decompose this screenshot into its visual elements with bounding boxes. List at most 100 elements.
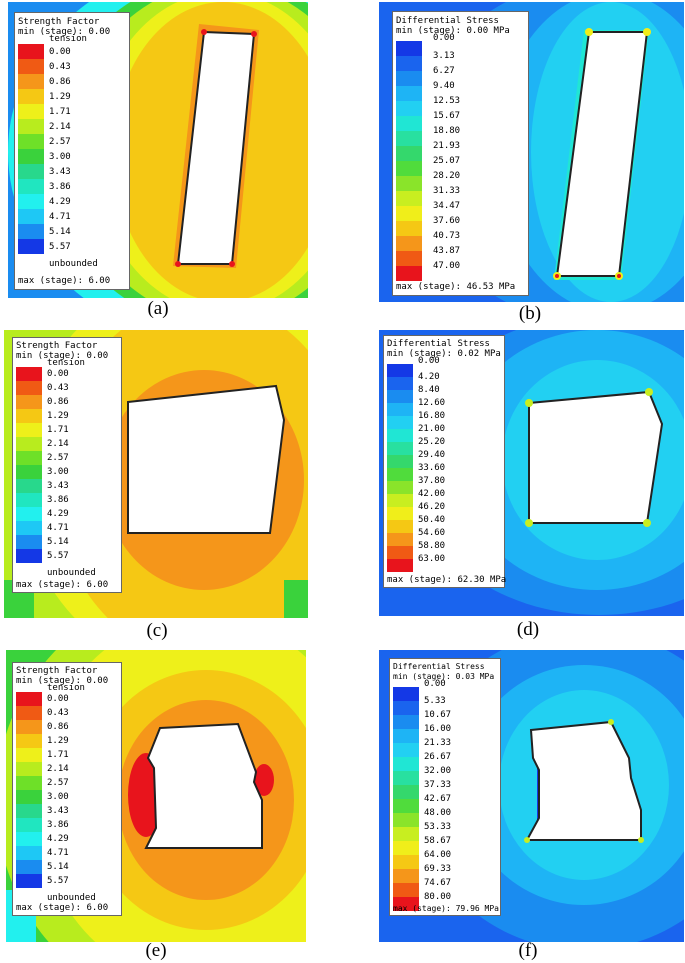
legend-max: max (stage): 62.30 MPa: [387, 575, 507, 585]
legend-swatch: [393, 855, 419, 869]
legend-swatch: [396, 146, 422, 161]
legend-label: 2.57: [47, 778, 69, 788]
legend-swatch: [16, 549, 42, 563]
legend-swatch: [393, 701, 419, 715]
legend-title: Strength Factor: [16, 666, 98, 676]
legend-swatch: [387, 494, 413, 507]
legend-label: 2.57: [47, 453, 69, 463]
legend-swatch: [393, 715, 419, 729]
caption-e: (e): [145, 940, 167, 961]
legend-label: 18.80: [433, 126, 461, 136]
legend-label: 43.87: [433, 246, 461, 256]
legend-label: 5.14: [47, 862, 69, 872]
legend-swatch: [396, 41, 422, 56]
caption-a: (a): [147, 298, 169, 319]
legend-label: 3.86: [47, 820, 69, 830]
legend-label: 26.67: [424, 752, 452, 762]
legend-label: 21.00: [418, 424, 446, 434]
legend-swatch: [18, 239, 44, 254]
legend-swatch: [387, 520, 413, 533]
legend-label: 16.00: [424, 724, 452, 734]
legend-swatch: [18, 194, 44, 209]
legend-swatch: [396, 176, 422, 191]
legend-swatch: [387, 468, 413, 481]
legend-label: 0.43: [47, 383, 69, 393]
legend-label: 5.14: [49, 227, 71, 237]
legend-label: 37.80: [418, 476, 446, 486]
legend-title: Strength Factor: [18, 17, 100, 27]
legend-label: 53.33: [424, 822, 452, 832]
legend-swatch: [387, 390, 413, 403]
legend-top-label: tension: [47, 358, 85, 368]
legend-swatch: [16, 395, 42, 409]
legend-label: 1.71: [49, 107, 71, 117]
legend-label: 42.67: [424, 794, 452, 804]
legend-max: max (stage): 6.00: [16, 903, 109, 913]
legend-label: 4.29: [47, 509, 69, 519]
legend-label: 0.43: [49, 62, 71, 72]
caption-d: (d): [516, 619, 540, 640]
legend-swatch: [387, 377, 413, 390]
legend-swatch: [393, 827, 419, 841]
legend-title: Differential Stress: [393, 662, 485, 671]
legend-swatch: [18, 44, 44, 59]
legend-swatch: [393, 841, 419, 855]
legend-swatch: [16, 720, 42, 734]
legend-swatch: [396, 161, 422, 176]
legend-swatch: [16, 874, 42, 888]
legend-label: 32.00: [424, 766, 452, 776]
legend-swatch: [16, 465, 42, 479]
legend-top-label: tension: [47, 683, 85, 693]
legend-swatch: [393, 799, 419, 813]
legend-swatch: [387, 559, 413, 572]
legend-swatch: [18, 179, 44, 194]
legend-swatch: [387, 364, 413, 377]
legend-swatch: [387, 507, 413, 520]
legend-label: 1.71: [47, 425, 69, 435]
legend-label: 40.73: [433, 231, 461, 241]
legend-swatch: [387, 416, 413, 429]
legend-swatch: [16, 521, 42, 535]
legend-label: 50.40: [418, 515, 446, 525]
legend-label: 9.40: [433, 81, 455, 91]
legend-label: 6.27: [433, 66, 455, 76]
legend-label: 0.86: [47, 397, 69, 407]
legend-swatch: [18, 119, 44, 134]
legend-max: max (stage): 6.00: [18, 276, 111, 286]
legend-label: 1.29: [47, 411, 69, 421]
legend-label: 34.47: [433, 201, 461, 211]
legend-rows-f: 0.00 5.33 10.67 16.00 21.33 26.67 32.00 …: [390, 679, 500, 911]
legend-swatch: [16, 381, 42, 395]
legend-swatch: [16, 493, 42, 507]
legend-label: 21.93: [433, 141, 461, 151]
legend-label: 0.43: [47, 708, 69, 718]
legend-swatch: [393, 729, 419, 743]
legend-swatch: [396, 56, 422, 71]
legend-swatch: [393, 883, 419, 897]
legend-swatch: [393, 869, 419, 883]
legend-label: 37.33: [424, 780, 452, 790]
legend-swatch: [396, 221, 422, 236]
caption-f: (f): [518, 940, 538, 961]
legend-label: 1.29: [47, 736, 69, 746]
legend-label: 69.33: [424, 864, 452, 874]
legend-label: 64.00: [424, 850, 452, 860]
legend-rows-c: tension 0.00 0.43 0.86 1.29 1.71 2.14 2.…: [13, 358, 121, 581]
legend-label: 0.00: [47, 694, 69, 704]
caption-b: (b): [518, 303, 542, 324]
legend-label: 29.40: [418, 450, 446, 460]
legend-min: min (stage): 0.00: [16, 351, 109, 361]
legend-label: 47.00: [433, 261, 461, 271]
legend-swatch: [16, 367, 42, 381]
legend-swatch: [16, 804, 42, 818]
legend-label: 12.53: [433, 96, 461, 106]
legend-label: 3.43: [49, 167, 71, 177]
legend-label: 1.71: [47, 750, 69, 760]
legend-label: 4.29: [47, 834, 69, 844]
legend-label: 58.80: [418, 541, 446, 551]
legend-label: 0.86: [49, 77, 71, 87]
legend-swatch: [396, 101, 422, 116]
legend-swatch: [16, 832, 42, 846]
legend-max: max (stage): 46.53 MPa: [396, 282, 516, 292]
legend-label: 5.57: [49, 242, 71, 252]
